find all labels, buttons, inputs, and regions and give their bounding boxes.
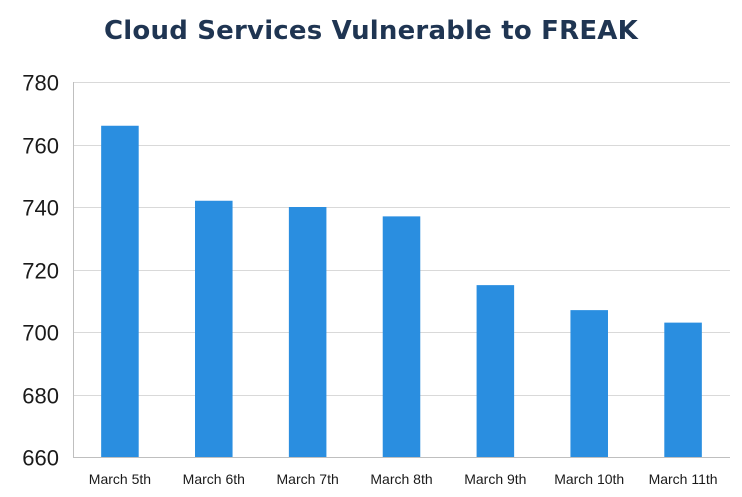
y-tick-label: 780 [22, 71, 59, 96]
x-tick-label: March 9th [464, 471, 526, 487]
bar [288, 207, 327, 457]
y-tick-label: 760 [22, 134, 59, 159]
bar [195, 200, 233, 457]
bar [664, 322, 702, 457]
x-tick-label: March 8th [370, 471, 432, 487]
bar [101, 125, 139, 457]
chart-title: Cloud Services Vulnerable to FREAK [104, 16, 638, 46]
x-tick-label: March 6th [183, 471, 245, 487]
y-tick-label: 740 [22, 196, 59, 221]
x-tick-label: March 5th [89, 471, 151, 487]
bar [570, 310, 608, 457]
y-tick-label: 720 [22, 259, 59, 284]
x-tick-labels: March 5th March 6th March 7th March 8th Marc… [89, 471, 718, 487]
bar [476, 285, 515, 457]
x-tick-label: March 7th [277, 471, 339, 487]
y-tick-label: 680 [22, 384, 59, 409]
y-tick-label: 660 [22, 446, 59, 471]
axes [73, 82, 730, 458]
y-tick-label: 700 [22, 321, 59, 346]
bar [382, 216, 421, 457]
y-tick-labels: 660 680 700 720 740 760 780 [22, 71, 59, 471]
x-tick-label: March 10th [554, 471, 624, 487]
bars [101, 125, 702, 457]
x-tick-label: March 11th [649, 471, 718, 487]
